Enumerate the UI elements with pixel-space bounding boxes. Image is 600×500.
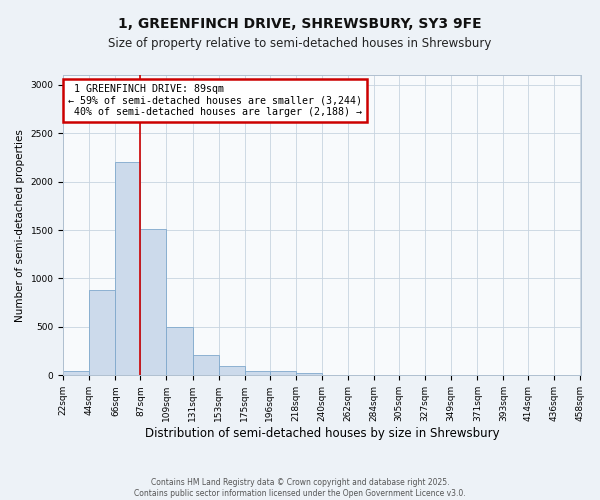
Text: 1, GREENFINCH DRIVE, SHREWSBURY, SY3 9FE: 1, GREENFINCH DRIVE, SHREWSBURY, SY3 9FE bbox=[118, 18, 482, 32]
Bar bbox=[245, 370, 269, 376]
X-axis label: Distribution of semi-detached houses by size in Shrewsbury: Distribution of semi-detached houses by … bbox=[145, 427, 499, 440]
Bar bbox=[218, 366, 245, 376]
Text: 1 GREENFINCH DRIVE: 89sqm
← 59% of semi-detached houses are smaller (3,244)
 40%: 1 GREENFINCH DRIVE: 89sqm ← 59% of semi-… bbox=[68, 84, 362, 117]
Text: Size of property relative to semi-detached houses in Shrewsbury: Size of property relative to semi-detach… bbox=[109, 38, 491, 51]
Bar bbox=[269, 372, 296, 376]
Bar bbox=[140, 229, 166, 376]
Bar bbox=[115, 162, 140, 376]
Bar bbox=[166, 327, 193, 376]
Text: Contains HM Land Registry data © Crown copyright and database right 2025.
Contai: Contains HM Land Registry data © Crown c… bbox=[134, 478, 466, 498]
Y-axis label: Number of semi-detached properties: Number of semi-detached properties bbox=[15, 128, 25, 322]
Bar bbox=[193, 355, 218, 376]
Bar bbox=[296, 374, 322, 376]
Bar bbox=[89, 290, 115, 376]
Bar bbox=[63, 370, 89, 376]
